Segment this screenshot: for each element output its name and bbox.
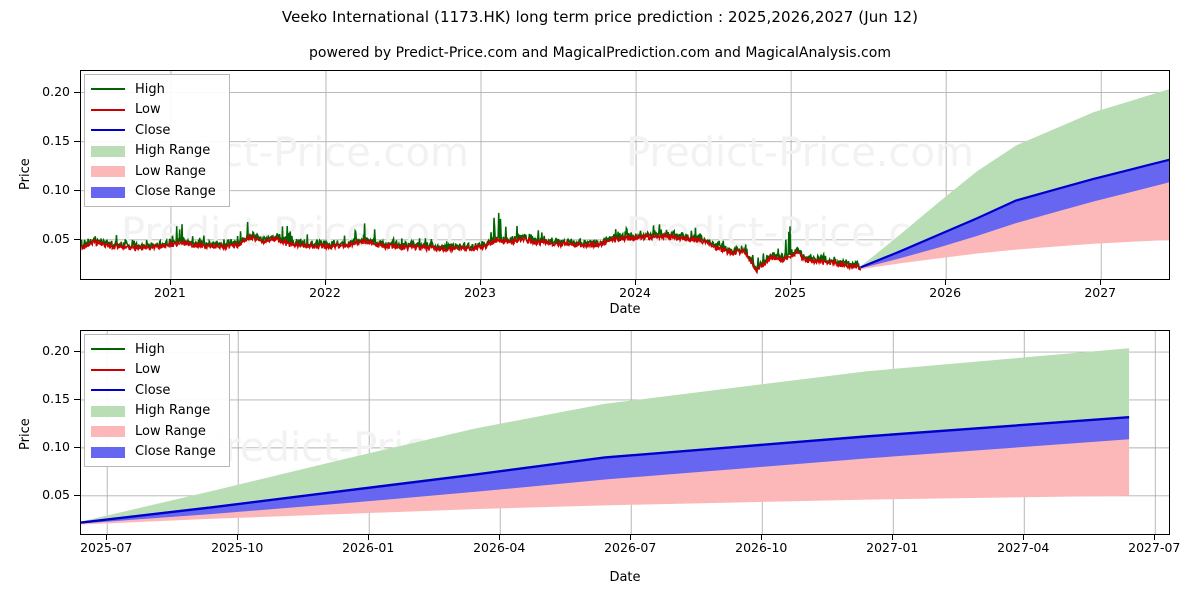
low-line-icon [90, 103, 126, 117]
x-tick-mark [630, 535, 632, 540]
x-tick-mark [169, 280, 171, 285]
y-tick-label: 0.15 [42, 390, 70, 406]
x-tick-mark [761, 535, 763, 540]
x-tick-mark [368, 535, 370, 540]
high-line-icon [90, 342, 126, 356]
x-tick-mark [1023, 535, 1025, 540]
y-tick-mark [74, 446, 80, 448]
legend-label: Close Range [135, 184, 216, 200]
legend-label: Close [135, 382, 171, 398]
legend-item-low-range: Low Range [90, 161, 223, 182]
x-tick-label: 2026-01 [342, 540, 395, 555]
legend-item-high-range: High Range [90, 401, 223, 422]
high-line-icon [90, 82, 126, 96]
close-range-patch-icon [90, 185, 126, 199]
top-chart-plot-area: Predict-Price.com Predict-Price.com Predic… [80, 70, 1170, 280]
legend-item-low: Low [90, 100, 223, 121]
close-range-patch-icon [90, 445, 126, 459]
x-tick-label: 2026-07 [604, 540, 657, 555]
high-range-patch-icon [90, 404, 126, 418]
legend-label: High [135, 81, 165, 97]
x-tick-mark [106, 535, 108, 540]
y-tick-label: 0.10 [42, 181, 70, 197]
legend-item-low-range: Low Range [90, 421, 223, 442]
y-tick-mark [74, 238, 80, 240]
x-tick-mark [892, 535, 894, 540]
y-tick-mark [74, 351, 80, 353]
page-title: Veeko International (1173.HK) long term … [281, 8, 919, 26]
bottom-chart-x-axis-label: Date [609, 570, 641, 585]
legend-label: High Range [135, 403, 211, 419]
top-chart-panel: Price Predict-Price.com Predict-Price.com… [18, 70, 1170, 317]
x-tick-label: 2024 [619, 285, 651, 300]
legend-label: Low Range [135, 163, 206, 179]
x-tick-mark [480, 280, 482, 285]
x-tick-mark [790, 280, 792, 285]
y-tick-mark [74, 494, 80, 496]
low-range-patch-icon [90, 424, 126, 438]
close-line-icon [90, 383, 126, 397]
y-tick-label: 0.05 [42, 486, 70, 502]
legend-label: High Range [135, 143, 211, 159]
x-tick-label: 2025-10 [211, 540, 264, 555]
x-tick-label: 2027-07 [1128, 540, 1181, 555]
legend-label: Low Range [135, 423, 206, 439]
y-tick-label: 0.05 [42, 230, 70, 246]
top-chart-svg: Predict-Price.com Predict-Price.comPredic… [81, 71, 1169, 279]
legend-item-close-range: Close Range [90, 442, 223, 463]
x-tick-label: 2021 [154, 285, 186, 300]
x-tick-mark [324, 280, 326, 285]
x-tick-mark [499, 535, 501, 540]
legend-label: High [135, 341, 165, 357]
close-line-icon [90, 123, 126, 137]
x-tick-label: 2023 [464, 285, 496, 300]
legend-item-close: Close [90, 120, 223, 141]
y-tick-mark [74, 398, 80, 400]
y-tick-mark [74, 189, 80, 191]
y-tick-label: 0.20 [42, 343, 70, 359]
x-tick-mark [1154, 535, 1156, 540]
y-tick-label: 0.20 [42, 83, 70, 99]
legend-item-close: Close [90, 380, 223, 401]
x-tick-label: 2026 [929, 285, 962, 300]
x-tick-label: 2022 [309, 285, 341, 300]
legend-label: Close [135, 122, 171, 138]
x-tick-mark [635, 280, 637, 285]
legend-item-high: High [90, 339, 223, 360]
top-chart-legend: High Low Close High Range Low Range Clos… [84, 74, 230, 207]
x-tick-label: 2026-04 [473, 540, 526, 555]
x-tick-label: 2026-10 [735, 540, 788, 555]
low-range-patch-icon [90, 164, 126, 178]
x-tick-mark [237, 535, 239, 540]
high-range-patch-icon [90, 144, 126, 158]
legend-item-close-range: Close Range [90, 182, 223, 203]
x-tick-mark [1100, 280, 1102, 285]
page-subtitle: powered by Predict-Price.com and Magical… [309, 45, 891, 61]
legend-item-high: High [90, 79, 223, 100]
x-tick-mark [945, 280, 947, 285]
legend-label: Close Range [135, 444, 216, 460]
x-tick-label: 2027-04 [997, 540, 1050, 555]
x-tick-label: 2027-01 [866, 540, 919, 555]
legend-label: Low [135, 102, 161, 118]
top-chart-x-axis-label: Date [609, 302, 641, 317]
y-tick-mark [74, 91, 80, 93]
low-line-icon [90, 363, 126, 377]
legend-item-high-range: High Range [90, 141, 223, 162]
legend-label: Low [135, 362, 161, 378]
y-tick-mark [74, 140, 80, 142]
y-tick-label: 0.15 [42, 132, 70, 148]
x-tick-label: 2025 [774, 285, 807, 300]
bottom-chart-legend: High Low Close High Range Low Range Clos… [84, 334, 230, 467]
legend-item-low: Low [90, 360, 223, 381]
x-tick-label: 2027 [1084, 285, 1117, 300]
x-tick-label: 2025-07 [80, 540, 133, 555]
svg-text:Predict-Price.com: Predict-Price.com [626, 130, 974, 176]
y-tick-label: 0.10 [42, 438, 70, 454]
